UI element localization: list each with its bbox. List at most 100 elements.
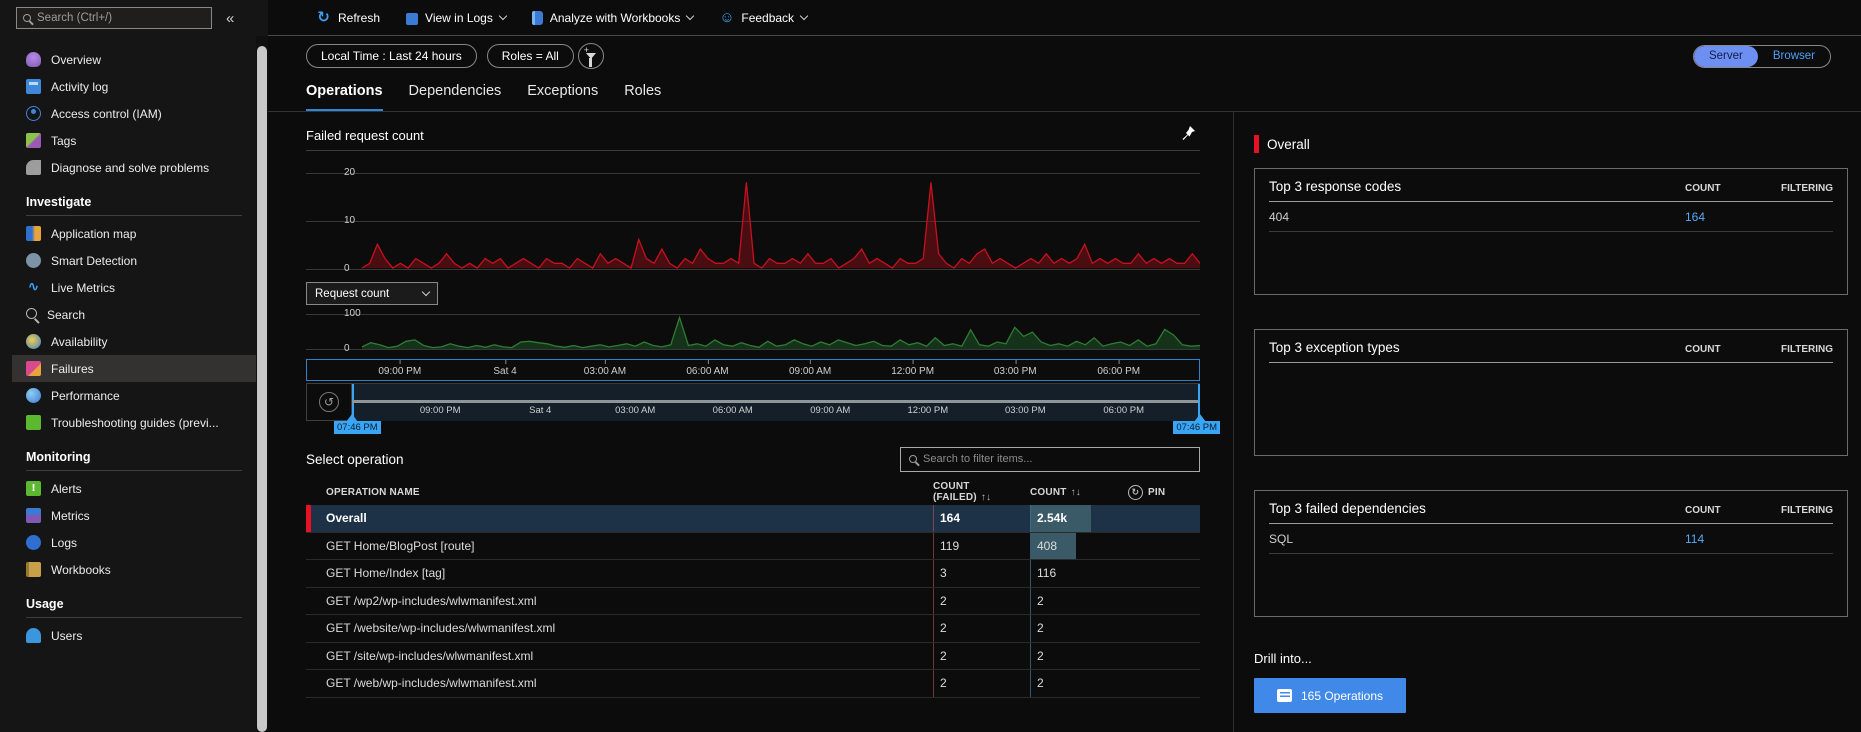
count-cell: 2 xyxy=(1030,588,1128,615)
command-feedback[interactable]: Feedback xyxy=(719,10,807,25)
users-icon xyxy=(26,628,41,643)
top-command-bar: « Refresh View in Logs Analyze with Workbo… xyxy=(0,0,1861,36)
sidebar-section-monitoring: Monitoring xyxy=(12,436,256,470)
command-label: View in Logs xyxy=(425,11,493,25)
count-link[interactable]: 114 xyxy=(1685,532,1755,546)
filter-pill-roles-all[interactable]: Roles = All xyxy=(487,44,574,68)
table-row-get-wp2-wp-includes-wlwmanifest-xml[interactable]: GET /wp2/wp-includes/wlwmanifest.xml22 xyxy=(306,588,1200,616)
count-failed-value: 119 xyxy=(933,533,1030,560)
command-analyze-with-workbooks[interactable]: Analyze with Workbooks xyxy=(532,11,694,25)
divider xyxy=(26,215,242,216)
sort-icon[interactable]: ↑↓ xyxy=(981,492,991,503)
column-operation-name: OPERATION NAME xyxy=(306,487,933,498)
sidebar-item-workbooks[interactable]: Workbooks xyxy=(12,556,256,583)
count-cell: 408 xyxy=(1030,533,1128,560)
metric-selector-dropdown[interactable]: Request count xyxy=(306,282,438,305)
sidebar-item-search[interactable]: Search xyxy=(12,301,256,328)
application-map-icon xyxy=(26,226,41,241)
sidebar-item-metrics[interactable]: Metrics xyxy=(12,502,256,529)
sidebar-item-users[interactable]: Users xyxy=(12,622,256,649)
chevron-down-icon xyxy=(499,12,507,20)
sidebar-item-performance[interactable]: Performance xyxy=(12,382,256,409)
sidebar-item-failures[interactable]: Failures xyxy=(12,355,256,382)
add-filter-icon[interactable]: + xyxy=(578,43,604,69)
sidebar-item-overview[interactable]: Overview xyxy=(12,46,256,73)
failed-request-count-series xyxy=(362,151,1200,278)
refresh-circle-icon[interactable]: ↻ xyxy=(1128,485,1143,500)
operations-drill-button[interactable]: 165 Operations xyxy=(1254,678,1406,713)
refresh-icon xyxy=(316,10,331,25)
sidebar-collapse-button[interactable]: « xyxy=(226,10,234,27)
tab-exceptions[interactable]: Exceptions xyxy=(527,83,598,111)
wrench-icon xyxy=(26,160,41,175)
filter-pills: Local Time : Last 24 hours Roles = All xyxy=(306,44,574,68)
sidebar-item-tags[interactable]: Tags xyxy=(12,127,256,154)
pin-icon[interactable] xyxy=(1180,125,1196,146)
sidebar-search[interactable] xyxy=(16,7,212,29)
count-cell: 2 xyxy=(1030,643,1128,670)
column-count[interactable]: COUNT↑↓ xyxy=(1030,487,1128,498)
sidebar-item-label: Performance xyxy=(51,389,120,403)
table-row-get-web-wp-includes-wlwmanifest-xml[interactable]: GET /web/wp-includes/wlwmanifest.xml22 xyxy=(306,670,1200,698)
sidebar-item-application-map[interactable]: Application map xyxy=(12,220,256,247)
command-label: Feedback xyxy=(741,11,794,25)
time-tick-label: 03:00 PM xyxy=(994,366,1037,377)
smiley-icon xyxy=(719,10,734,25)
brush-band[interactable]: 09:00 PMSat 403:00 AM06:00 AM09:00 AM12:… xyxy=(352,383,1200,421)
count-column-header: COUNT xyxy=(1685,505,1755,516)
table-row-overall[interactable]: Overall1642.54k xyxy=(306,505,1200,533)
sidebar-item-logs[interactable]: Logs xyxy=(12,529,256,556)
sidebar-item-label: Availability xyxy=(51,335,107,349)
failed-chart-title: Failed request count xyxy=(306,128,424,143)
count-link[interactable]: 164 xyxy=(1685,210,1755,224)
count-failed-value: 2 xyxy=(933,588,1030,615)
metrics-icon xyxy=(26,508,41,523)
command-refresh[interactable]: Refresh xyxy=(316,10,380,25)
table-row-get-home-index-tag[interactable]: GET Home/Index [tag]3116 xyxy=(306,560,1200,588)
sidebar-search-input[interactable] xyxy=(37,12,205,24)
sidebar-item-troubleshooting-guides-previ[interactable]: Troubleshooting guides (previ... xyxy=(12,409,256,436)
sidebar-item-label: Overview xyxy=(51,53,101,67)
toggle-option-browser[interactable]: Browser xyxy=(1758,46,1830,67)
sidebar-item-availability[interactable]: Availability xyxy=(12,328,256,355)
operations-filter-search[interactable] xyxy=(900,447,1200,472)
sidebar-item-alerts[interactable]: Alerts xyxy=(12,475,256,502)
filter-pill-local-time-last-24-hours[interactable]: Local Time : Last 24 hours xyxy=(306,44,477,68)
tab-operations[interactable]: Operations xyxy=(306,83,383,111)
logs-item-icon xyxy=(26,535,41,550)
time-tick-label: 06:00 AM xyxy=(686,366,728,377)
main-content: Local Time : Last 24 hoursRoles = All + … xyxy=(268,36,1861,732)
column-count-failed[interactable]: COUNT (FAILED)↑↓ xyxy=(933,481,1030,503)
sidebar-item-access-control-iam[interactable]: Access control (IAM) xyxy=(12,100,256,127)
operation-name: GET Home/Index [tag] xyxy=(306,566,933,580)
sidebar-item-label: Failures xyxy=(51,362,94,376)
y-axis-label: 20 xyxy=(344,167,355,178)
command-view-in-logs[interactable]: View in Logs xyxy=(406,11,506,25)
count-value: 2 xyxy=(1031,621,1044,635)
scrollbar-thumb[interactable] xyxy=(257,46,267,732)
sidebar-scrollbar[interactable] xyxy=(256,36,268,732)
command-label: Analyze with Workbooks xyxy=(550,11,681,25)
operations-filter-input[interactable] xyxy=(923,453,1191,465)
sidebar-item-smart-detection[interactable]: Smart Detection xyxy=(12,247,256,274)
sidebar-item-diagnose-and-solve-problems[interactable]: Diagnose and solve problems xyxy=(12,154,256,181)
count-cell: 2.54k xyxy=(1030,505,1128,532)
operation-name: Overall xyxy=(306,511,933,525)
tab-roles[interactable]: Roles xyxy=(624,83,661,111)
count-value: 408 xyxy=(1031,539,1057,553)
card-row-label: 404 xyxy=(1269,210,1374,224)
table-row-get-website-wp-includes-wlwmanifest-xml[interactable]: GET /website/wp-includes/wlwmanifest.xml… xyxy=(306,615,1200,643)
table-row-get-home-blogpost-route[interactable]: GET Home/BlogPost [route]119408 xyxy=(306,533,1200,561)
sort-icon[interactable]: ↑↓ xyxy=(1071,487,1081,498)
operations-table-header: OPERATION NAME COUNT (FAILED)↑↓ COUNT↑↓ … xyxy=(306,479,1200,505)
access-control-icon xyxy=(26,106,41,121)
smart-detection-icon xyxy=(26,253,41,268)
sidebar-item-live-metrics[interactable]: Live Metrics xyxy=(12,274,256,301)
toggle-option-server[interactable]: Server xyxy=(1694,46,1758,67)
table-row-get-site-wp-includes-wlwmanifest-xml[interactable]: GET /site/wp-includes/wlwmanifest.xml22 xyxy=(306,643,1200,671)
filtering-column-header: FILTERING xyxy=(1755,344,1833,355)
operation-name: GET /website/wp-includes/wlwmanifest.xml xyxy=(306,621,933,635)
sidebar-item-activity-log[interactable]: Activity log xyxy=(12,73,256,100)
availability-icon xyxy=(26,334,41,349)
tab-dependencies[interactable]: Dependencies xyxy=(409,83,502,111)
